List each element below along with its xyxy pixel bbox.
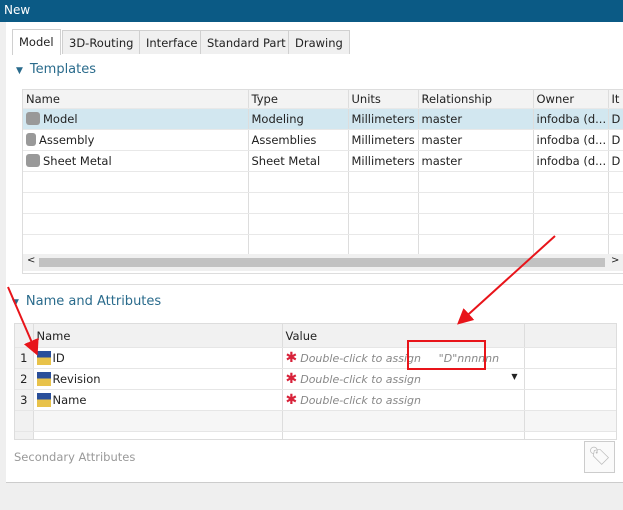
id-pattern-hint: "D"nnnnnn bbox=[438, 352, 500, 365]
table-row[interactable]: 2 Revision ✱ Double-click to assign ▼ bbox=[15, 368, 616, 390]
table-row[interactable]: Assembly Assemblies Millimeters master infod… bbox=[23, 129, 623, 151]
col-name[interactable]: Name bbox=[23, 90, 249, 109]
required-icon: ✱ bbox=[285, 392, 298, 408]
model-icon bbox=[26, 112, 40, 125]
attributes-heading: Name and Attributes bbox=[25, 294, 162, 309]
lock-icon bbox=[36, 351, 51, 365]
table-header: Name Type Units Relationship Owner It bbox=[23, 90, 623, 109]
secondary-attributes-label: Secondary Attributes bbox=[14, 450, 136, 464]
templates-table: Name Type Units Relationship Owner It Mo… bbox=[22, 89, 623, 274]
required-icon: ✱ bbox=[285, 371, 298, 387]
annotation-arrow-left bbox=[7, 286, 39, 356]
tab-interface[interactable]: Interface bbox=[139, 30, 205, 54]
col-it[interactable]: It bbox=[608, 90, 623, 109]
table-row[interactable]: 3 Name ✱ Double-click to assign bbox=[15, 389, 616, 411]
divider bbox=[10, 284, 623, 285]
col-relationship[interactable]: Relationship bbox=[418, 90, 534, 109]
templates-heading: Templates bbox=[29, 62, 97, 77]
col-units[interactable]: Units bbox=[348, 90, 419, 109]
name-value-cell[interactable]: ✱ Double-click to assign bbox=[281, 389, 525, 411]
tag-button[interactable]: 🏷 bbox=[584, 441, 615, 473]
assembly-icon bbox=[26, 133, 36, 146]
col-type[interactable]: Type bbox=[248, 90, 349, 109]
horizontal-scrollbar[interactable]: < > bbox=[23, 254, 623, 271]
revision-value-cell[interactable]: ✱ Double-click to assign ▼ bbox=[281, 368, 525, 390]
tab-3d-routing[interactable]: 3D-Routing bbox=[62, 30, 141, 54]
collapse-triangle-icon: ▼ bbox=[16, 66, 23, 76]
required-icon: ✱ bbox=[285, 350, 298, 366]
col-name: Name bbox=[33, 324, 283, 348]
tab-drawing[interactable]: Drawing bbox=[288, 30, 350, 54]
scroll-right-icon[interactable]: > bbox=[611, 255, 620, 266]
attributes-table: Name Value 1 ID ✱ Double-click to assign "D"… bbox=[14, 323, 617, 440]
table-row[interactable]: 1 ID ✱ Double-click to assign "D"nnnnnn bbox=[15, 347, 616, 369]
lock-icon bbox=[36, 372, 51, 386]
table-row[interactable]: Model Modeling Millimeters master infodba (d… bbox=[23, 108, 623, 130]
scrollbar-thumb[interactable] bbox=[39, 258, 605, 267]
title-bar: New bbox=[0, 0, 623, 22]
scroll-left-icon[interactable]: < bbox=[27, 255, 36, 266]
annotation-highlight-box bbox=[407, 340, 486, 370]
table-row[interactable]: Sheet Metal Sheet Metal Millimeters master i… bbox=[23, 150, 623, 172]
annotation-arrow-right bbox=[457, 235, 556, 325]
dropdown-arrow-icon[interactable]: ▼ bbox=[511, 372, 518, 381]
tab-model[interactable]: Model bbox=[12, 29, 61, 55]
lock-icon bbox=[36, 393, 51, 407]
sheet-metal-icon bbox=[26, 154, 40, 167]
templates-section-toggle[interactable]: ▼ Templates bbox=[16, 62, 96, 77]
tab-standard-part[interactable]: Standard Part bbox=[200, 30, 293, 54]
tag-icon: 🏷 bbox=[588, 446, 611, 467]
id-value-cell[interactable]: ✱ Double-click to assign "D"nnnnnn bbox=[281, 347, 525, 369]
col-owner[interactable]: Owner bbox=[533, 90, 609, 109]
